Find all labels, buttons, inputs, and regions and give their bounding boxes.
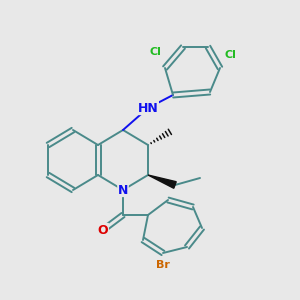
Text: Cl: Cl (224, 50, 236, 60)
Text: N: N (118, 184, 128, 196)
Text: Br: Br (156, 260, 170, 270)
Text: HN: HN (138, 101, 158, 115)
Polygon shape (148, 175, 176, 188)
Text: O: O (98, 224, 108, 236)
Text: Cl: Cl (149, 47, 161, 57)
